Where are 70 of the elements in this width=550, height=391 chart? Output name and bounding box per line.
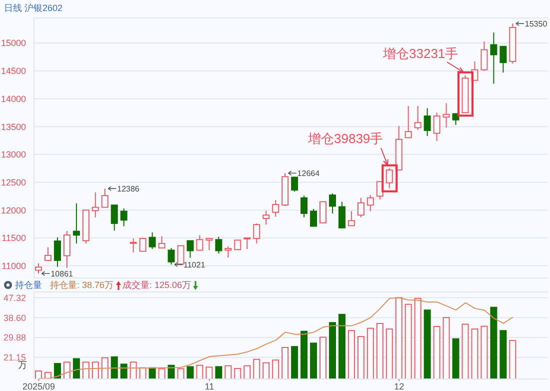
candlestick bbox=[234, 240, 242, 250]
annotation: 12664 bbox=[297, 169, 320, 178]
candlestick bbox=[272, 200, 280, 218]
line-series bbox=[38, 297, 514, 379]
candlestick bbox=[253, 222, 260, 244]
candlestick bbox=[177, 245, 184, 265]
candlestick bbox=[404, 105, 412, 138]
candlestick bbox=[291, 176, 298, 192]
y-tick-label: 15000 bbox=[0, 38, 26, 48]
candlestick bbox=[300, 195, 308, 218]
candlestick bbox=[480, 40, 488, 72]
candlestick bbox=[110, 204, 118, 232]
candlestick bbox=[414, 105, 422, 130]
candlestick bbox=[54, 236, 61, 268]
y-tick-label: 29.88 bbox=[3, 332, 26, 343]
annotation: 12386 bbox=[117, 184, 140, 194]
candlestick bbox=[224, 246, 232, 258]
candlestick bbox=[206, 237, 213, 251]
annotation: 10861 bbox=[50, 269, 74, 278]
y-tick-label: 11500 bbox=[2, 233, 26, 244]
y-tick-label: 13000 bbox=[0, 150, 26, 160]
x-tick-label: 11 bbox=[204, 381, 214, 391]
annotation: 增仓33231手 bbox=[382, 46, 458, 61]
candlestick bbox=[338, 201, 346, 228]
y-tick-label: 13500 bbox=[0, 122, 26, 132]
y-tick-label: 11000 bbox=[2, 260, 26, 271]
candlestick bbox=[186, 240, 194, 258]
candlestick bbox=[328, 192, 336, 214]
candlestick bbox=[262, 210, 270, 226]
candlestick bbox=[158, 236, 166, 248]
annotation: 11021 bbox=[184, 260, 206, 270]
y-tick-label: 14500 bbox=[0, 66, 26, 76]
x-tick-label: 2025/09 bbox=[22, 381, 56, 391]
candlestick bbox=[215, 236, 222, 254]
text: 持仓量: 38.76万 bbox=[50, 278, 114, 292]
candlestick bbox=[196, 234, 204, 251]
y-axis-title: 万 bbox=[18, 360, 27, 372]
candlestick bbox=[433, 112, 440, 142]
candlestick bbox=[101, 188, 108, 208]
candlestick bbox=[130, 238, 137, 253]
x-tick-label: 12 bbox=[394, 381, 404, 391]
chart-title: 日线 沪银2602 bbox=[4, 2, 63, 15]
candlestick bbox=[72, 202, 80, 244]
candlestick bbox=[424, 108, 431, 137]
candlestick bbox=[490, 32, 498, 84]
y-tick-label: 12000 bbox=[0, 205, 26, 216]
text: 成交量: 125.06万 bbox=[122, 278, 192, 292]
chart-title: 持仓量 bbox=[15, 278, 42, 292]
candlestick bbox=[92, 192, 99, 218]
candlestick bbox=[320, 200, 326, 224]
candlestick bbox=[442, 102, 450, 128]
candlestick bbox=[500, 46, 507, 74]
candlestick bbox=[366, 194, 374, 212]
y-tick-label: 38.60 bbox=[3, 312, 26, 323]
candlestick bbox=[35, 262, 42, 274]
candlestick bbox=[139, 237, 146, 252]
y-tick-label: 47.32 bbox=[3, 292, 26, 303]
candlestick bbox=[148, 232, 156, 250]
candlestick bbox=[120, 208, 128, 227]
annotation: 增仓39839手 bbox=[307, 131, 384, 146]
y-tick-label: 12500 bbox=[0, 177, 26, 188]
text: 15350 bbox=[524, 20, 548, 29]
candlestick bbox=[310, 208, 318, 227]
candlestick bbox=[44, 246, 52, 261]
candlestick bbox=[348, 210, 355, 226]
candlestick bbox=[168, 247, 175, 266]
y-tick-label: 14000 bbox=[0, 94, 26, 104]
candlestick bbox=[386, 168, 393, 189]
candlestick bbox=[63, 230, 70, 268]
candlestick bbox=[357, 197, 364, 218]
